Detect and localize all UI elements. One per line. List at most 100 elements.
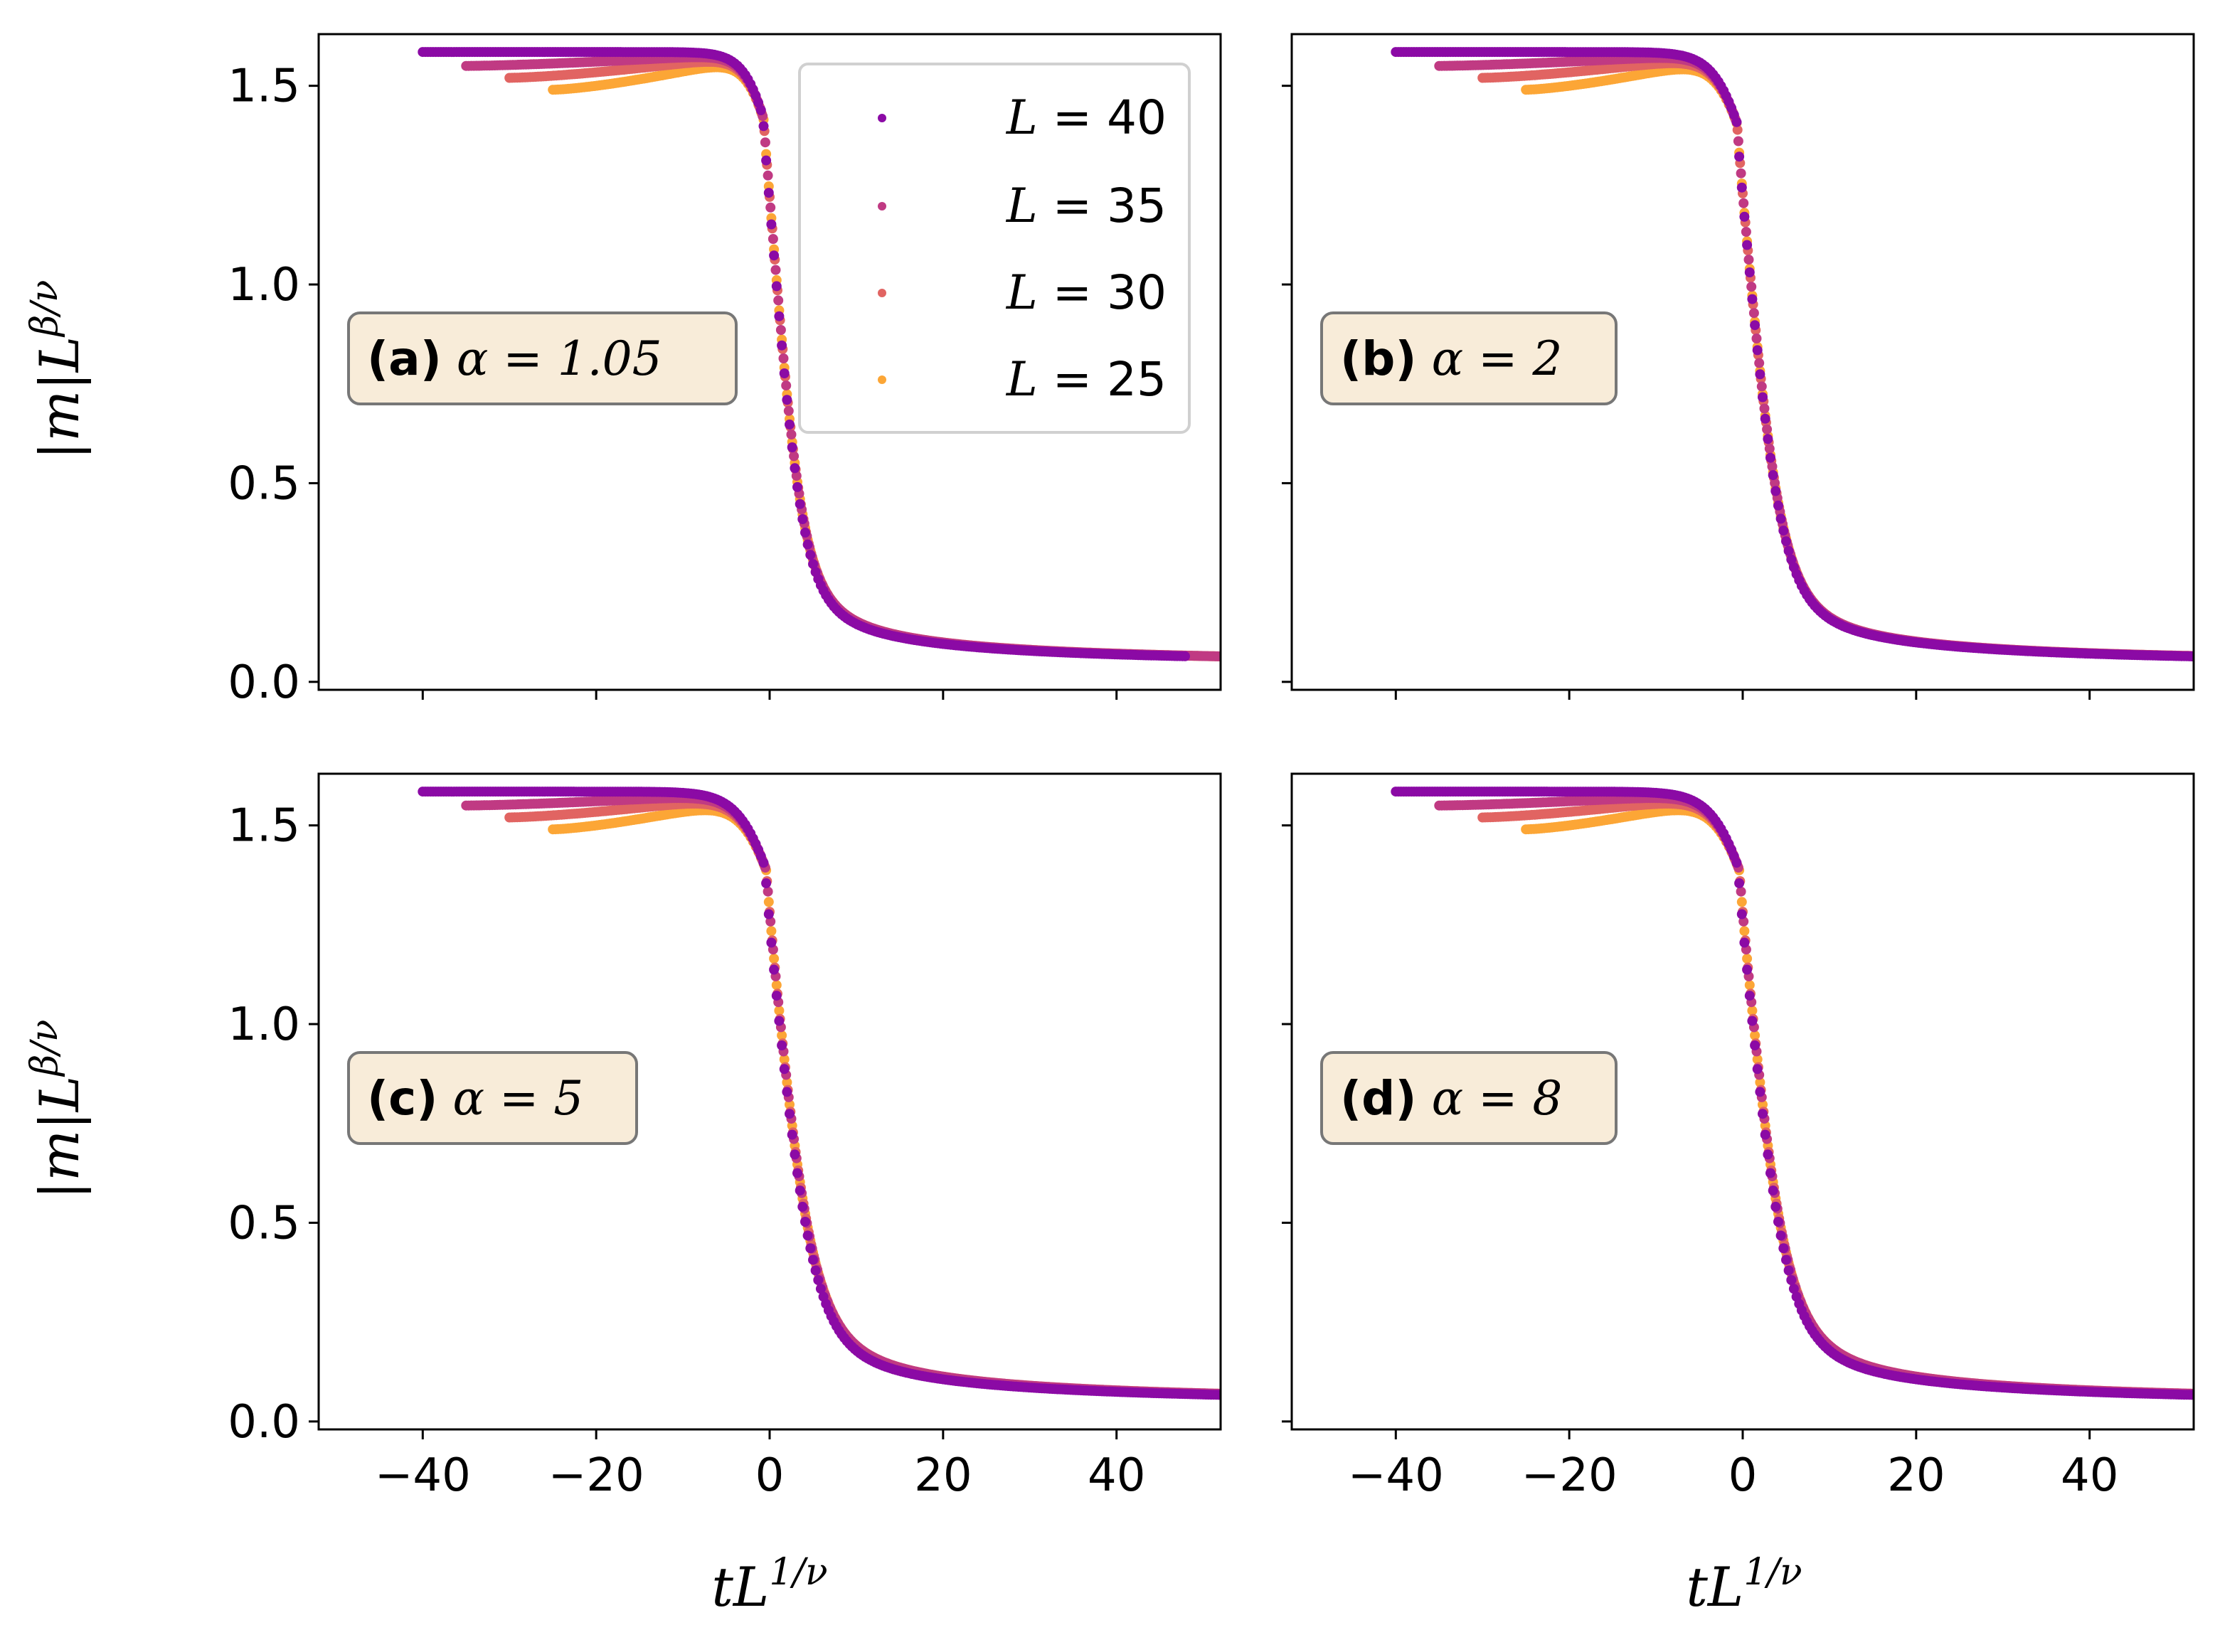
data-point bbox=[1180, 651, 1190, 661]
panel-b-label-box: (b) α = 2 bbox=[1320, 311, 1618, 405]
data-point bbox=[808, 559, 818, 570]
data-point bbox=[808, 1254, 818, 1265]
data-point bbox=[1752, 1064, 1763, 1075]
legend-box bbox=[798, 63, 1191, 434]
panel-a-label-text: (a) α = 1.05 bbox=[367, 331, 662, 386]
y-tick-label: 0.5 bbox=[228, 1197, 300, 1249]
data-point bbox=[1744, 991, 1755, 1001]
legend-label-L25: L = 25 bbox=[1006, 352, 1167, 407]
data-point bbox=[797, 1201, 808, 1212]
data-point bbox=[1756, 381, 1767, 392]
data-point bbox=[766, 926, 777, 937]
data-point bbox=[763, 188, 774, 198]
data-point bbox=[1748, 308, 1759, 319]
panel-c-label-box: (c) α = 5 bbox=[347, 1051, 638, 1145]
y-tick-label: 0.5 bbox=[228, 457, 300, 510]
x-tick-label: 0 bbox=[1728, 1449, 1758, 1502]
data-point bbox=[783, 405, 794, 416]
x-tick-label: −40 bbox=[1348, 1449, 1444, 1502]
data-point bbox=[758, 858, 769, 868]
x-axis-label-left: tL1/ν bbox=[711, 1551, 827, 1619]
data-point bbox=[782, 1087, 792, 1097]
data-point bbox=[787, 442, 797, 452]
x-tick-label: 0 bbox=[755, 1449, 785, 1502]
data-point bbox=[1736, 886, 1746, 897]
x-tick-label: 20 bbox=[914, 1449, 972, 1502]
data-point bbox=[758, 121, 769, 132]
panel-b: (b) α = 2 bbox=[1282, 33, 2195, 700]
data-point bbox=[805, 1243, 816, 1254]
x-axis-label-text: tL bbox=[711, 1555, 769, 1619]
panel-b-label-text: (b) α = 2 bbox=[1340, 331, 1562, 386]
data-point bbox=[1734, 151, 1745, 162]
data-point bbox=[1747, 294, 1758, 304]
data-point bbox=[1752, 1054, 1763, 1065]
data-point bbox=[761, 878, 772, 888]
legend-marker-L25 bbox=[878, 375, 886, 384]
data-point bbox=[777, 1040, 787, 1050]
panel-d-label-text: (d) α = 8 bbox=[1340, 1071, 1562, 1126]
data-point bbox=[1739, 926, 1750, 937]
legend-label-L40: L = 40 bbox=[1006, 90, 1167, 145]
y-tick-label: 0.0 bbox=[228, 1396, 300, 1449]
panel-d-series-L40 bbox=[1391, 787, 2194, 1400]
y-tick-label: 0.0 bbox=[228, 656, 300, 709]
panel-a-tag: (a) bbox=[367, 331, 442, 386]
data-point bbox=[771, 991, 782, 1001]
data-point bbox=[1759, 403, 1770, 414]
data-point bbox=[1770, 486, 1781, 496]
data-point bbox=[779, 1054, 790, 1065]
data-point bbox=[1752, 345, 1763, 356]
panel-d-label-box-bg bbox=[1320, 1051, 1618, 1145]
data-point bbox=[785, 419, 795, 430]
data-point bbox=[1739, 211, 1750, 222]
data-point bbox=[1786, 554, 1797, 565]
panel-b-tag: (b) bbox=[1340, 331, 1417, 386]
data-point bbox=[795, 499, 805, 509]
legend-marker-L40 bbox=[878, 114, 886, 122]
data-point bbox=[1773, 1217, 1783, 1227]
data-point bbox=[1742, 964, 1753, 975]
data-point bbox=[769, 964, 780, 975]
data-point bbox=[766, 219, 777, 230]
panel-b-series-L40 bbox=[1391, 47, 2194, 661]
data-point bbox=[1781, 536, 1791, 547]
x-axis-label-right: tL1/ν bbox=[1686, 1551, 1802, 1619]
data-point bbox=[769, 250, 780, 261]
data-point bbox=[1744, 980, 1755, 991]
panel-c-scatter bbox=[418, 787, 1221, 1400]
data-point bbox=[800, 527, 810, 538]
data-point bbox=[761, 155, 772, 166]
data-point bbox=[1758, 1109, 1768, 1119]
data-point bbox=[1764, 443, 1775, 454]
data-point bbox=[805, 550, 816, 560]
data-point bbox=[813, 1275, 824, 1285]
data-point bbox=[1733, 136, 1743, 146]
panel-a-label-box: (a) α = 1.05 bbox=[347, 311, 738, 405]
data-point bbox=[777, 1030, 787, 1040]
data-point bbox=[795, 1185, 805, 1196]
data-point bbox=[792, 1168, 802, 1178]
data-point bbox=[1731, 858, 1742, 868]
y-axis-label-text: |m|L bbox=[28, 1076, 91, 1200]
data-point bbox=[775, 325, 786, 335]
data-point bbox=[1767, 462, 1778, 471]
data-point bbox=[1778, 1243, 1789, 1254]
panel-b-label-box-bg bbox=[1320, 311, 1618, 405]
panel-c: −40 −20 0 20 400.00.51.01.5 (c) α = 5 bbox=[228, 772, 1222, 1502]
data-point bbox=[1731, 117, 1742, 127]
data-point bbox=[1744, 267, 1755, 277]
data-point bbox=[1758, 392, 1768, 403]
data-point bbox=[790, 463, 800, 474]
data-point bbox=[1754, 358, 1765, 368]
data-point bbox=[1746, 282, 1757, 292]
data-point bbox=[1773, 500, 1783, 511]
data-point bbox=[1216, 651, 1221, 661]
data-point bbox=[763, 909, 774, 920]
data-point bbox=[765, 202, 776, 213]
data-point bbox=[1750, 320, 1760, 331]
data-point bbox=[1738, 198, 1749, 208]
panel-b-ticks bbox=[1282, 85, 2091, 700]
data-point bbox=[1765, 1168, 1775, 1178]
